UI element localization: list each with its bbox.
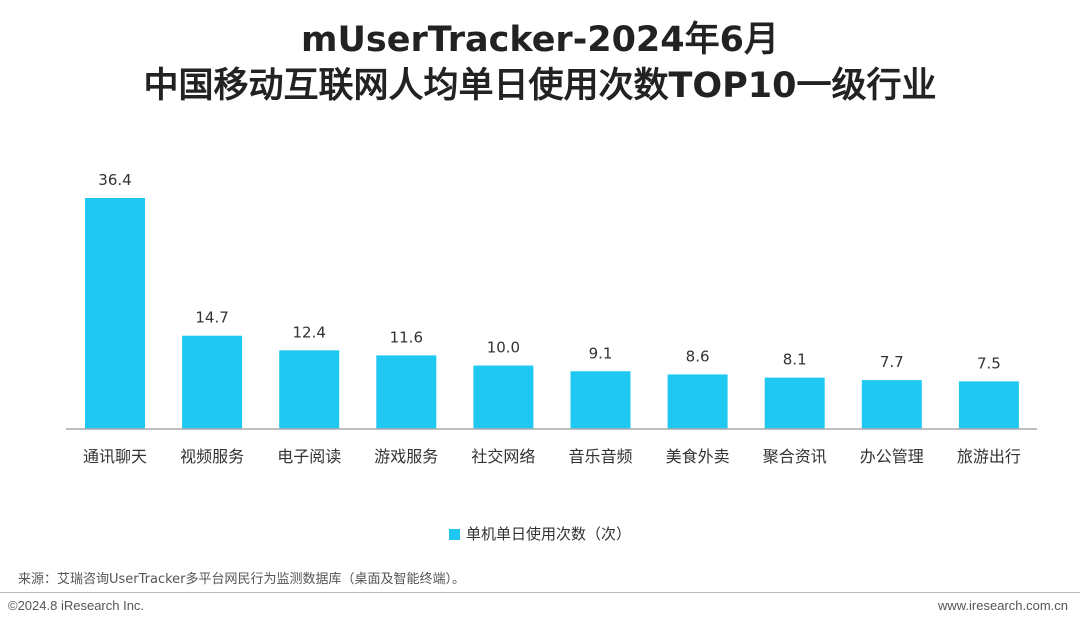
x-tick-label: 电子阅读: [277, 447, 341, 466]
bar: [279, 350, 340, 429]
website: www.iresearch.com.cn: [937, 598, 1068, 613]
data-label: 12.4: [292, 323, 325, 341]
chart-title-line2: 中国移动互联网人均单日使用次数TOP10一级行业: [143, 66, 937, 106]
x-tick-label: 音乐音频: [568, 447, 632, 466]
source-note: 来源：艾瑞咨询UserTracker多平台网民行为监测数据库（桌面及智能终端）。: [18, 572, 466, 587]
footer-divider: [0, 592, 1080, 593]
x-tick-label: 聚合资讯: [763, 447, 827, 466]
copyright: ©2024.8 iResearch Inc.: [8, 598, 145, 613]
x-tick-label: 视频服务: [180, 447, 244, 466]
data-label: 14.7: [195, 309, 228, 327]
x-tick-label: 游戏服务: [374, 447, 438, 466]
bar: [85, 198, 145, 429]
data-label: 8.6: [686, 347, 710, 365]
data-label: 7.5: [977, 354, 1001, 372]
legend-swatch: [448, 529, 460, 540]
chart-title-line1: mUserTracker-2024年6月: [300, 20, 779, 60]
bar: [861, 380, 922, 429]
legend: 单机单日使用次数（次）: [0, 523, 1080, 544]
bar: [376, 355, 437, 429]
data-label: 10.0: [487, 339, 520, 357]
x-tick-label: 社交网络: [471, 447, 535, 466]
data-label: 11.6: [390, 328, 423, 346]
data-label: 8.1: [783, 351, 807, 369]
bar: [958, 381, 1019, 429]
x-tick-label: 美食外卖: [666, 447, 730, 466]
data-label: 7.7: [880, 353, 904, 371]
x-tick-label: 旅游出行: [957, 447, 1021, 466]
bar: [570, 371, 631, 429]
x-tick-label: 通讯聊天: [83, 447, 147, 466]
legend-label: 单机单日使用次数（次）: [465, 525, 631, 543]
bar: [182, 335, 243, 429]
bar: [667, 374, 728, 429]
bar: [764, 377, 825, 429]
bar: [473, 365, 534, 429]
data-label: 36.4: [98, 171, 131, 189]
data-label: 9.1: [589, 344, 613, 362]
x-tick-label: 办公管理: [860, 447, 924, 466]
